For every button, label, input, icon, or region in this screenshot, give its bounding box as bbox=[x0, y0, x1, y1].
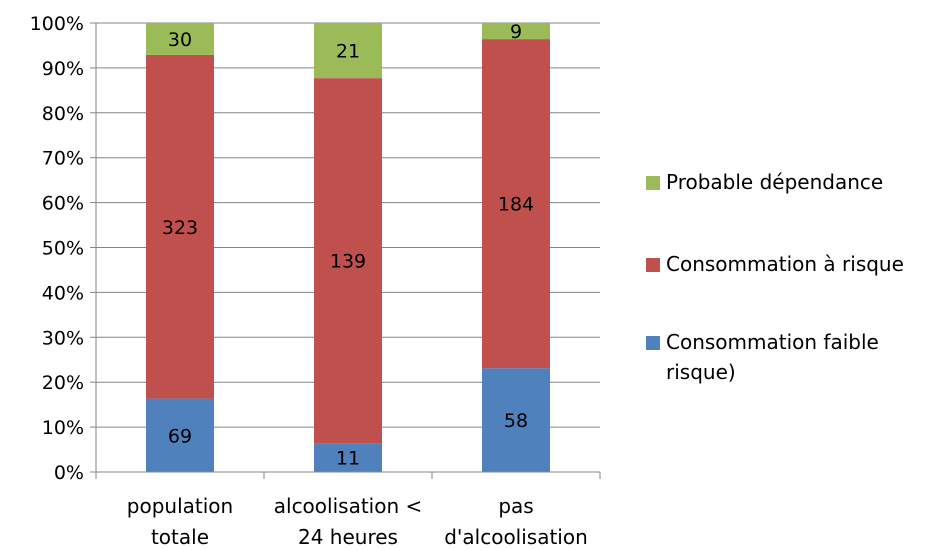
legend-swatch bbox=[646, 258, 660, 272]
bar-segment bbox=[314, 23, 382, 79]
data-label: 30 bbox=[168, 29, 192, 51]
y-tick-label: 90% bbox=[42, 58, 84, 80]
bar-segment bbox=[146, 398, 214, 472]
data-label: 58 bbox=[504, 410, 528, 432]
y-axis: 0% 10% 20% 30% 40% 50% 60% 70% 80% 90% 100% bbox=[30, 13, 97, 484]
x-category-label: d'alcoolisation bbox=[444, 525, 588, 549]
data-label: 139 bbox=[330, 251, 366, 273]
data-label: 323 bbox=[162, 217, 198, 239]
x-category-label: population bbox=[127, 494, 233, 518]
bar-segment bbox=[314, 78, 382, 444]
data-label: 9 bbox=[510, 21, 522, 43]
bar-segment bbox=[482, 23, 550, 40]
y-tick-label: 30% bbox=[42, 327, 84, 349]
legend-swatch bbox=[646, 336, 660, 350]
legend-swatch bbox=[646, 176, 660, 190]
legend-label: risque) bbox=[666, 360, 736, 384]
legend-label: Consommation à risque bbox=[666, 252, 904, 276]
bar-segment bbox=[482, 39, 550, 369]
legend-label: Consommation faible bbox=[666, 330, 879, 354]
y-tick-label: 0% bbox=[54, 462, 84, 484]
data-label: 11 bbox=[336, 448, 360, 470]
y-tick-label: 60% bbox=[42, 193, 84, 215]
data-label: 184 bbox=[498, 194, 534, 216]
y-tick-label: 100% bbox=[30, 13, 84, 35]
y-tick-label: 80% bbox=[42, 103, 84, 125]
x-category-label: pas bbox=[498, 494, 533, 518]
y-tick-label: 20% bbox=[42, 372, 84, 394]
x-axis: population totale alcoolisation < 24 heures… bbox=[95, 471, 601, 549]
bar-segment bbox=[314, 443, 382, 472]
data-label: 69 bbox=[168, 425, 192, 447]
bar-segment bbox=[146, 23, 214, 55]
data-label: 21 bbox=[336, 41, 360, 63]
bars: 69 323 30 11 139 21 58 184 9 bbox=[146, 21, 550, 472]
bar-segment bbox=[146, 54, 214, 399]
legend-label: Probable dépendance bbox=[666, 170, 883, 194]
y-tick-label: 70% bbox=[42, 148, 84, 170]
legend: Probable dépendance Consommation à risque… bbox=[646, 170, 904, 384]
y-tick-label: 40% bbox=[42, 282, 84, 304]
x-category-label: totale bbox=[151, 525, 209, 549]
y-tick-label: 10% bbox=[42, 417, 84, 439]
x-category-label: alcoolisation < bbox=[274, 494, 423, 518]
bar-segment bbox=[482, 368, 550, 472]
x-category-label: 24 heures bbox=[298, 525, 398, 549]
y-tick-label: 50% bbox=[42, 238, 84, 260]
